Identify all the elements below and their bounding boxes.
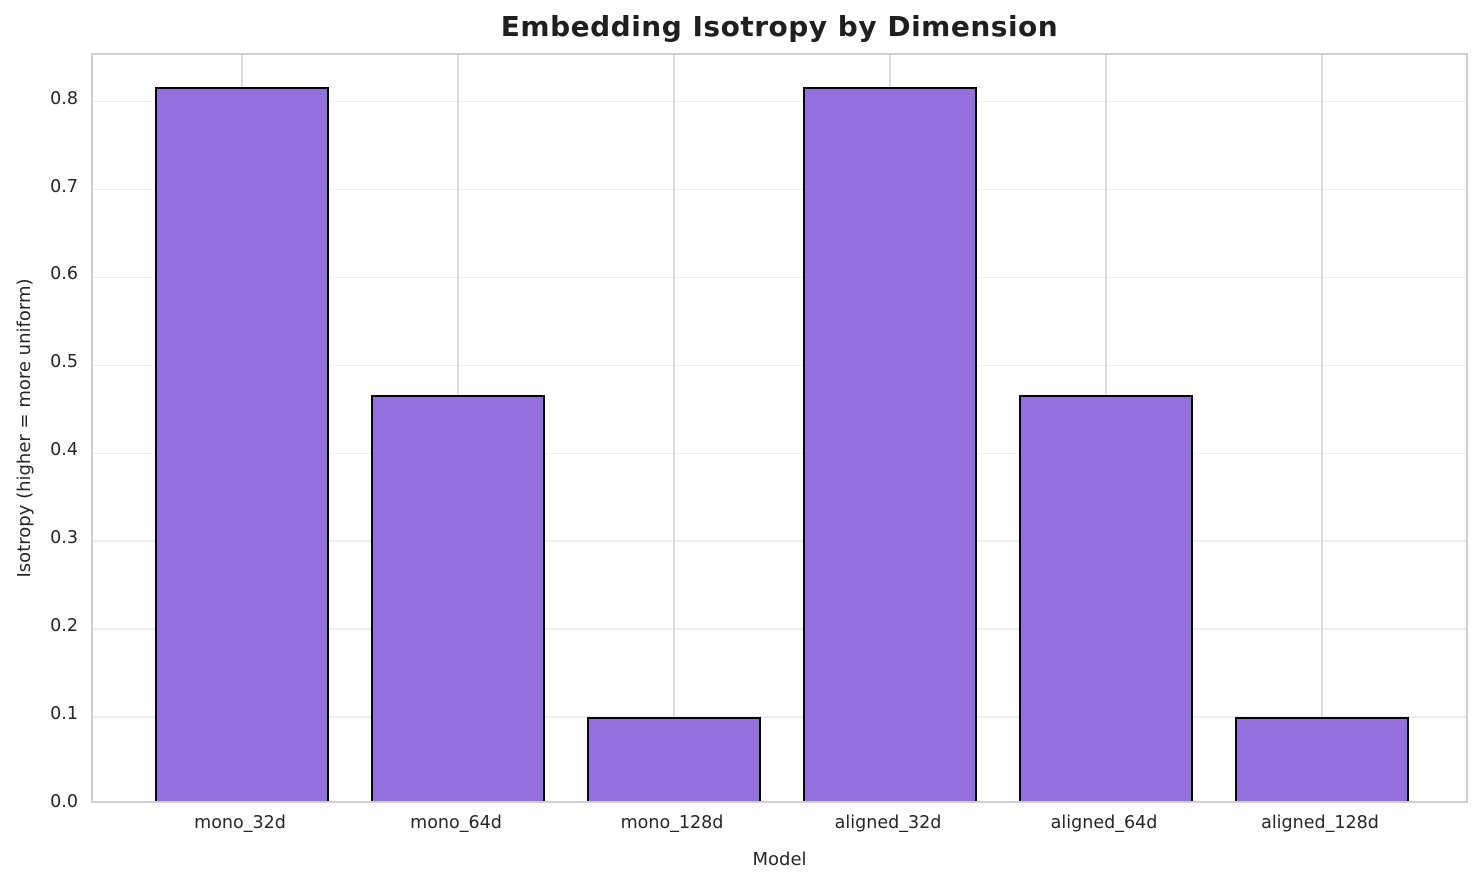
y-tick-label-0.6: 0.6: [50, 264, 78, 285]
y-tick-label-0.7: 0.7: [50, 176, 78, 197]
gridline-y-0.8: [93, 100, 1466, 103]
x-tick-label-aligned_128d: aligned_128d: [1261, 813, 1379, 833]
y-tick-label-0.5: 0.5: [50, 352, 78, 373]
y-tick-label-0.4: 0.4: [50, 440, 78, 461]
gridline-y-0.5: [93, 364, 1466, 367]
bar-aligned_64d: [1019, 394, 1193, 801]
x-tick-label-aligned_64d: aligned_64d: [1050, 813, 1158, 833]
y-tick-label-0.0: 0.0: [50, 792, 78, 812]
gridline-x-mono_128d: [673, 55, 675, 801]
bar-mono_64d: [371, 394, 545, 801]
x-tick-label-aligned_32d: aligned_32d: [834, 813, 942, 833]
y-tick-label-0.1: 0.1: [50, 704, 78, 725]
x-tick-label-mono_128d: mono_128d: [620, 813, 724, 833]
y-tick-label-0.8: 0.8: [50, 88, 78, 109]
plot-area: [91, 53, 1468, 803]
bar-mono_128d: [587, 717, 761, 801]
gridline-y-0.4: [93, 452, 1466, 455]
gridline-y-0.2: [93, 628, 1466, 630]
gridline-y-0.6: [93, 276, 1466, 279]
x-tick-label-mono_64d: mono_64d: [410, 813, 502, 833]
y-tick-label-0.3: 0.3: [50, 528, 78, 549]
y-tick-label-0.2: 0.2: [50, 616, 78, 637]
gridline-y-0.7: [93, 188, 1466, 191]
x-tick-label-mono_32d: mono_32d: [194, 813, 286, 833]
chart-title: Embedding Isotropy by Dimension: [500, 10, 1059, 43]
bar-mono_32d: [155, 87, 329, 801]
bar-aligned_32d: [803, 87, 977, 801]
gridline-x-aligned_128d: [1321, 55, 1323, 801]
gridline-y-0.3: [93, 540, 1466, 542]
gridline-y-0.1: [93, 716, 1466, 718]
bar-aligned_128d: [1235, 717, 1409, 801]
x-axis-label: Model: [752, 849, 807, 870]
